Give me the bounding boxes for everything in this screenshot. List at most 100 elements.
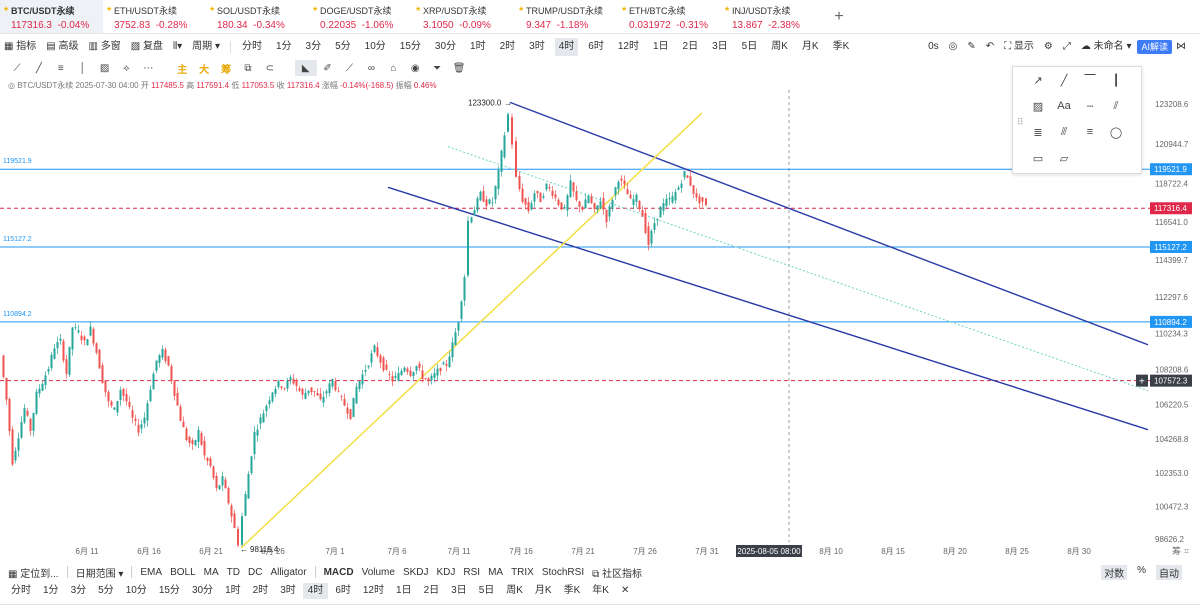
- bottom-period-tab[interactable]: 3时: [280, 585, 296, 596]
- fib-icon[interactable]: ≣: [1033, 126, 1043, 139]
- layers-icon[interactable]: ⧉: [244, 62, 252, 74]
- pencil-tool-icon[interactable]: ✐: [323, 62, 332, 74]
- ticker-tab[interactable]: ★ INJ/USDT永续 13.867 -2.38%: [721, 0, 824, 33]
- bottom-period-tab[interactable]: 1日: [396, 585, 412, 596]
- favorite-star-icon[interactable]: ★: [106, 6, 113, 13]
- lines-icon[interactable]: ≡: [1086, 126, 1094, 138]
- large-order-button[interactable]: 大: [199, 64, 210, 76]
- trend-line-icon[interactable]: ╱: [1060, 74, 1068, 87]
- seconds-button[interactable]: 0s: [928, 41, 939, 52]
- period-tab[interactable]: 1时: [470, 41, 486, 52]
- locate-button[interactable]: ▦ 定位到...: [8, 568, 59, 580]
- chart-type-button[interactable]: ⫴▾: [172, 41, 183, 52]
- bottom-period-tab[interactable]: 3日: [451, 585, 467, 596]
- bottom-period-tab[interactable]: 6时: [335, 585, 351, 596]
- bottom-period-tab[interactable]: 3分: [70, 585, 87, 596]
- bottom-period-tab[interactable]: 5日: [478, 585, 495, 596]
- more-tools-icon[interactable]: ⋯: [143, 62, 154, 74]
- ticker-tab[interactable]: ★ TRUMP/USDT永续 9.347 -1.18%: [515, 0, 618, 33]
- vertical-line-icon[interactable]: │: [79, 62, 86, 74]
- bottom-period-tab[interactable]: 10分: [125, 585, 147, 596]
- indicator-button[interactable]: TD: [226, 566, 240, 578]
- sub-indicator-button[interactable]: MACD: [323, 566, 354, 578]
- bottom-period-tab[interactable]: 12时: [362, 585, 384, 596]
- period-dropdown[interactable]: 周期 ▾: [192, 41, 220, 52]
- vertical-line-icon[interactable]: ┃: [1112, 74, 1120, 87]
- period-tab[interactable]: 月K: [801, 41, 819, 52]
- bottom-period-tab[interactable]: 季K: [563, 585, 581, 596]
- period-tab[interactable]: 3日: [712, 41, 728, 52]
- ticker-tab[interactable]: ★ XRP/USDT永续 3.1050 -0.09%: [412, 0, 515, 33]
- cursor-tool-icon[interactable]: ◣: [294, 60, 317, 76]
- bottom-period-tab[interactable]: 5分: [98, 585, 114, 596]
- ticker-tab[interactable]: ★ BTC/USDT永续 117316.3 -0.04%: [0, 0, 103, 33]
- advanced-button[interactable]: ▤ 高级: [46, 41, 79, 52]
- favorite-star-icon[interactable]: ★: [3, 6, 10, 13]
- percent-scale-button[interactable]: %: [1137, 564, 1146, 576]
- rectangle-icon[interactable]: ▭: [1032, 152, 1044, 165]
- favorite-star-icon[interactable]: ★: [518, 6, 525, 13]
- bottom-period-tab[interactable]: 2时: [252, 585, 269, 596]
- parallelogram-icon[interactable]: ▱: [1059, 152, 1069, 165]
- main-force-button[interactable]: 主: [177, 64, 188, 76]
- period-tab[interactable]: 5分: [335, 41, 351, 52]
- bottom-period-tab[interactable]: 月K: [534, 585, 552, 596]
- camera-icon[interactable]: ◎: [948, 41, 958, 52]
- favorite-star-icon[interactable]: ★: [209, 6, 216, 13]
- community-indicators-button[interactable]: ⧉ 社区指标: [592, 568, 643, 580]
- line-tool-icon[interactable]: ⟋: [13, 62, 21, 74]
- sub-indicator-button[interactable]: Volume: [361, 566, 395, 578]
- cloud-layout-button[interactable]: ☁ 未命名 ▾: [1080, 41, 1132, 52]
- indicators-button[interactable]: ▦ 指标: [4, 41, 37, 52]
- fullscreen-icon[interactable]: ⤢: [1062, 41, 1071, 52]
- magnet-icon[interactable]: ⊂: [265, 62, 275, 74]
- multi-window-button[interactable]: ▥ 多窗: [88, 41, 121, 52]
- bottom-period-tab[interactable]: 分时: [11, 585, 31, 596]
- horizontal-line-icon[interactable]: ┄: [1086, 100, 1094, 113]
- filter-icon[interactable]: ⏷: [433, 62, 442, 74]
- sub-indicator-button[interactable]: KDJ: [436, 566, 456, 578]
- price-chart[interactable]: 123208.6 120944.7 118722.4 116541.0 114399.7…: [0, 90, 1200, 560]
- bottom-period-tab[interactable]: 1分: [43, 585, 59, 596]
- period-tab[interactable]: 6时: [588, 41, 604, 52]
- period-tab[interactable]: 3分: [305, 41, 322, 52]
- add-tab-button[interactable]: +: [834, 7, 844, 25]
- indicator-button[interactable]: Alligator: [270, 566, 307, 578]
- undo-icon[interactable]: ↶: [985, 41, 995, 52]
- sub-indicator-button[interactable]: SKDJ: [402, 566, 429, 578]
- pitchfork-icon[interactable]: ⫻: [1060, 125, 1068, 138]
- favorite-star-icon[interactable]: ★: [621, 6, 628, 13]
- sub-indicator-button[interactable]: TRIX: [511, 566, 534, 578]
- image-icon[interactable]: ▨: [1032, 100, 1044, 113]
- eye-icon[interactable]: ◎: [8, 81, 15, 90]
- ticker-tab[interactable]: ★ ETH/BTC永续 0.031972 -0.31%: [618, 0, 721, 33]
- ai-analysis-button[interactable]: AI解读: [1137, 40, 1172, 54]
- period-tab[interactable]: 2日: [682, 41, 699, 52]
- indicator-button[interactable]: EMA: [140, 566, 163, 578]
- ticker-tab[interactable]: ★ DOGE/USDT永续 0.22035 -1.06%: [309, 0, 412, 33]
- gear-icon[interactable]: ⚙: [1043, 41, 1053, 52]
- period-tab[interactable]: 4时: [554, 38, 579, 56]
- marker-tool-icon[interactable]: ⟋: [346, 62, 354, 74]
- bottom-period-tab[interactable]: 周K: [506, 585, 523, 596]
- bottom-period-tab[interactable]: 4时: [302, 583, 329, 599]
- bottom-period-tab[interactable]: 2日: [423, 585, 440, 596]
- period-tab[interactable]: 5日: [741, 41, 758, 52]
- ray-tool-icon[interactable]: ╱: [35, 62, 42, 74]
- favorite-star-icon[interactable]: ★: [312, 6, 319, 13]
- bottom-period-tab[interactable]: 年K: [592, 585, 609, 596]
- replay-button[interactable]: ▧ 复盘: [130, 41, 163, 52]
- close-icon[interactable]: ✕: [620, 585, 630, 596]
- sub-indicator-button[interactable]: StochRSI: [541, 566, 585, 578]
- ticker-tab[interactable]: ★ SOL/USDT永续 180.34 -0.34%: [206, 0, 309, 33]
- favorite-star-icon[interactable]: ★: [724, 6, 731, 13]
- share-icon[interactable]: ⋈: [1176, 41, 1186, 52]
- indicator-button[interactable]: DC: [247, 566, 263, 578]
- period-tab[interactable]: 12时: [617, 41, 639, 52]
- arrow-line-icon[interactable]: ↗: [1033, 74, 1043, 87]
- brush-tool-icon[interactable]: ⟡: [123, 62, 130, 74]
- indicator-button[interactable]: MA: [203, 566, 219, 578]
- trash-icon[interactable]: 🗑: [452, 62, 466, 74]
- drag-handle-icon[interactable]: ⠿: [1017, 117, 1024, 127]
- period-tab[interactable]: 1日: [652, 41, 669, 52]
